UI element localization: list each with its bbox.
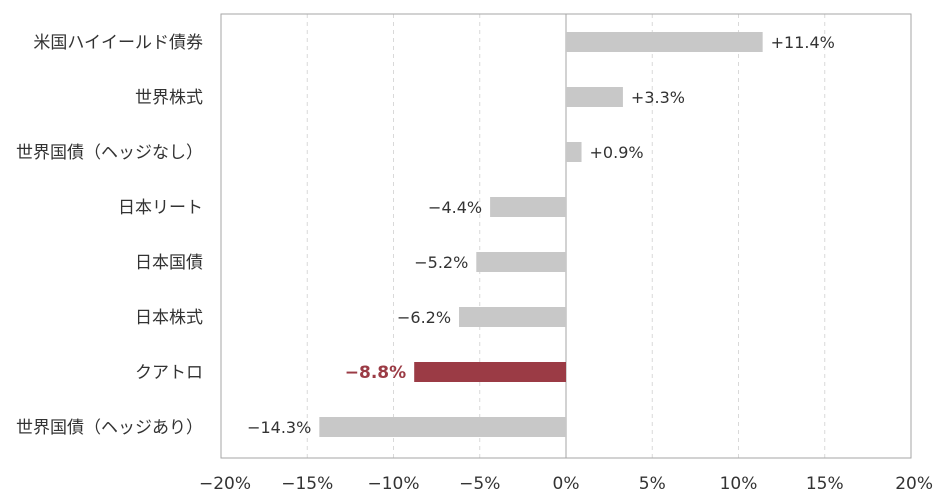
data-label: +11.4% bbox=[771, 33, 835, 52]
category-label: 日本国債 bbox=[135, 253, 203, 273]
data-label: −6.2% bbox=[397, 308, 451, 327]
bar bbox=[476, 252, 566, 272]
category-label: 世界国債（ヘッジあり） bbox=[16, 418, 203, 438]
bar bbox=[459, 307, 566, 327]
category-label: 日本リート bbox=[118, 198, 203, 218]
x-tick-label: −20% bbox=[199, 474, 251, 494]
x-tick-label: 20% bbox=[895, 474, 933, 494]
x-tick-label: −5% bbox=[459, 474, 500, 494]
data-label: −4.4% bbox=[428, 198, 482, 217]
data-label: −5.2% bbox=[414, 253, 468, 272]
category-label: 世界株式 bbox=[135, 88, 203, 108]
bar bbox=[490, 197, 566, 217]
data-label: −14.3% bbox=[247, 418, 311, 437]
x-tick-label: −10% bbox=[367, 474, 419, 494]
category-label: クアトロ bbox=[135, 363, 203, 383]
category-label: 日本株式 bbox=[135, 308, 203, 328]
bar bbox=[566, 142, 582, 162]
x-tick-label: −15% bbox=[281, 474, 333, 494]
category-label: 米国ハイイールド債券 bbox=[33, 33, 203, 53]
data-label: −8.8% bbox=[345, 363, 406, 383]
data-label: +3.3% bbox=[631, 88, 685, 107]
bar bbox=[319, 417, 566, 437]
x-tick-label: 0% bbox=[553, 474, 580, 494]
bar-highlight bbox=[414, 362, 566, 382]
category-label: 世界国債（ヘッジなし） bbox=[16, 143, 203, 163]
x-tick-label: 10% bbox=[720, 474, 758, 494]
x-tick-label: 5% bbox=[639, 474, 666, 494]
bar bbox=[566, 32, 763, 52]
bar bbox=[566, 87, 623, 107]
data-label: +0.9% bbox=[590, 143, 644, 162]
x-tick-label: 15% bbox=[806, 474, 844, 494]
